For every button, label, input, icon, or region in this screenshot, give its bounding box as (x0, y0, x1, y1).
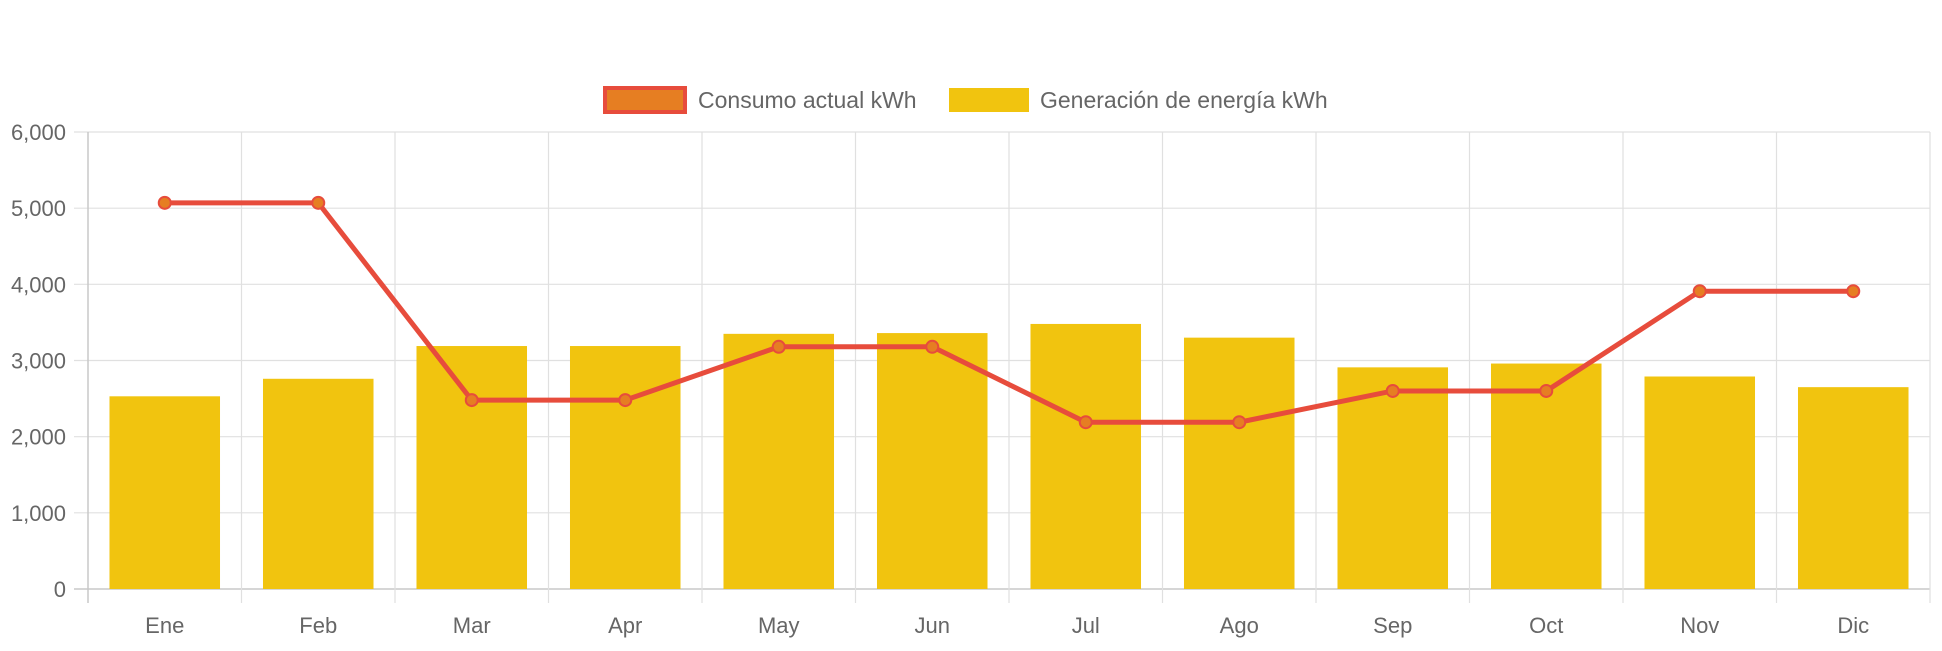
bar-feb (262, 378, 374, 589)
axes: 0 1,000 2,000 3,000 4,000 5,000 6,000 Ene Feb Mar… (11, 120, 1869, 638)
bar-apr (569, 346, 681, 589)
bar-sep (1337, 367, 1449, 589)
bar-ago (1183, 337, 1295, 589)
bar-oct (1490, 363, 1602, 589)
line-point-feb (311, 195, 326, 210)
consumption-line (164, 200, 1854, 425)
line-point-jul (1078, 415, 1093, 430)
legend[interactable]: Consumo actual kWh Generación de energía … (603, 86, 1328, 114)
line-point-nov (1692, 284, 1707, 299)
x-tick-label: Sep (1373, 613, 1412, 638)
legend-label-consumo: Consumo actual kWh (698, 87, 917, 113)
line-series (157, 195, 1861, 430)
line-point-oct (1539, 383, 1554, 398)
bar-jul (1030, 323, 1142, 589)
legend-label-generacion: Generación de energía kWh (1040, 87, 1328, 113)
x-tick-label: Apr (608, 613, 642, 638)
line-point-apr (618, 393, 633, 408)
line-point-ene (157, 195, 172, 210)
bar-may (723, 333, 835, 589)
line-point-mar (464, 393, 479, 408)
bar-jun (876, 333, 988, 589)
y-tick-label: 0 (54, 577, 66, 602)
line-point-sep (1385, 383, 1400, 398)
x-tick-label: Ene (145, 613, 184, 638)
y-tick-label: 6,000 (11, 120, 66, 145)
y-tick-label: 4,000 (11, 272, 66, 297)
x-tick-label: May (758, 613, 800, 638)
x-tick-label: Feb (299, 613, 337, 638)
x-tick-label: Oct (1529, 613, 1563, 638)
legend-swatch-consumo (603, 86, 687, 114)
bar-ene (109, 396, 221, 589)
bar-dic (1797, 387, 1909, 589)
x-tick-label: Mar (453, 613, 491, 638)
x-tick-label: Jul (1072, 613, 1100, 638)
legend-swatch-generacion (949, 88, 1029, 112)
x-tick-label: Ago (1220, 613, 1259, 638)
y-tick-label: 3,000 (11, 349, 66, 374)
y-tick-label: 5,000 (11, 196, 66, 221)
y-tick-label: 1,000 (11, 501, 66, 526)
x-tick-label: Dic (1837, 613, 1869, 638)
line-point-ago (1232, 415, 1247, 430)
grid (74, 131, 1931, 603)
line-point-jun (925, 339, 940, 354)
bar-series (109, 323, 1909, 589)
line-point-dic (1846, 284, 1861, 299)
x-tick-label: Jun (915, 613, 950, 638)
line-point-may (771, 339, 786, 354)
bar-nov (1644, 376, 1756, 589)
y-tick-label: 2,000 (11, 425, 66, 450)
x-tick-label: Nov (1680, 613, 1719, 638)
bar-mar (416, 346, 528, 589)
